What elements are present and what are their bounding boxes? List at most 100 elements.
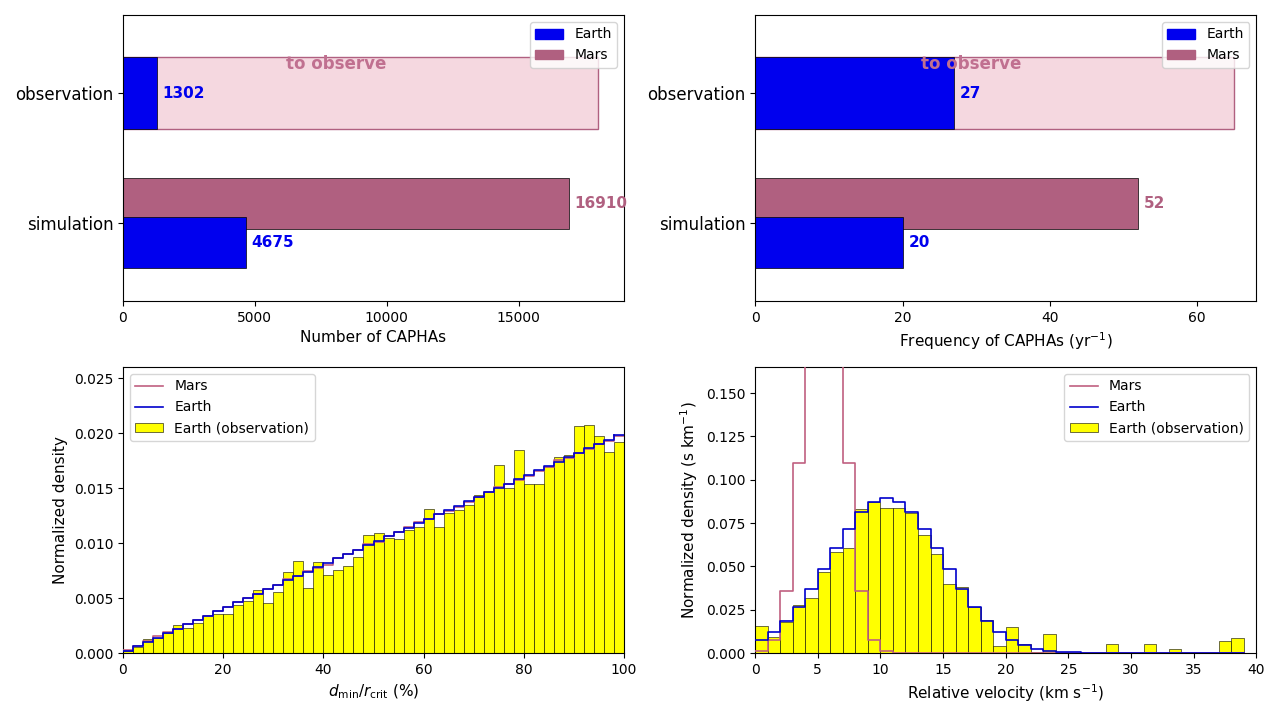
Earth xyxy=(155,629,170,638)
X-axis label: Relative velocity (km s$^{-1}$): Relative velocity (km s$^{-1}$) xyxy=(908,682,1105,704)
Bar xyxy=(1231,638,1244,653)
Bar xyxy=(123,178,568,229)
Mars xyxy=(1187,649,1202,657)
Mars xyxy=(225,597,241,606)
Mars xyxy=(566,449,581,457)
Line: Mars: Mars xyxy=(755,192,1244,653)
Bar xyxy=(243,601,253,653)
Earth xyxy=(325,554,340,563)
Earth xyxy=(175,620,191,628)
Bar xyxy=(755,626,768,653)
Bar xyxy=(123,58,157,129)
Earth xyxy=(910,524,925,533)
Earth xyxy=(1236,649,1252,657)
Bar xyxy=(413,527,424,653)
Mars xyxy=(1048,649,1064,657)
Y-axis label: Normalized density: Normalized density xyxy=(54,436,68,584)
Mars xyxy=(1061,649,1076,657)
Mars xyxy=(576,445,591,454)
Earth xyxy=(165,625,180,633)
Bar xyxy=(123,217,246,267)
X-axis label: Frequency of CAPHAs (yr$^{-1}$): Frequency of CAPHAs (yr$^{-1}$) xyxy=(899,330,1112,352)
Mars xyxy=(125,642,141,651)
Mars xyxy=(897,649,913,657)
Legend: Mars, Earth, Earth (observation): Mars, Earth, Earth (observation) xyxy=(1065,374,1249,441)
Mars xyxy=(445,503,461,511)
Bar xyxy=(968,608,980,653)
Earth xyxy=(897,508,913,517)
Bar xyxy=(855,509,868,653)
Earth xyxy=(547,457,562,466)
Bar xyxy=(163,633,173,653)
Bar xyxy=(424,509,434,653)
Bar xyxy=(573,426,584,653)
Mars xyxy=(266,580,282,589)
Bar xyxy=(384,538,393,653)
Bar xyxy=(123,651,133,653)
Bar xyxy=(193,623,204,653)
Earth xyxy=(506,475,521,483)
Earth xyxy=(586,440,602,449)
Mars xyxy=(596,436,612,445)
Mars xyxy=(607,431,622,440)
Text: 27: 27 xyxy=(960,86,982,101)
Earth xyxy=(607,431,622,439)
Mars xyxy=(1224,649,1239,657)
Mars xyxy=(847,586,863,595)
Bar xyxy=(123,58,598,129)
Mars xyxy=(785,459,800,468)
Bar xyxy=(333,569,343,653)
Mars xyxy=(285,572,301,580)
Mars xyxy=(998,649,1014,657)
Earth xyxy=(406,519,421,528)
Earth xyxy=(246,590,261,598)
Earth xyxy=(206,607,221,615)
Bar xyxy=(474,495,484,653)
Mars xyxy=(155,628,170,636)
Earth xyxy=(356,541,371,549)
Mars xyxy=(1098,649,1114,657)
Bar xyxy=(524,485,534,653)
Mars xyxy=(1073,649,1088,657)
Mars xyxy=(486,483,502,492)
Bar xyxy=(374,533,384,653)
Bar xyxy=(931,554,943,653)
Bar xyxy=(918,535,931,653)
Mars xyxy=(936,649,951,657)
Bar xyxy=(781,622,792,653)
Earth xyxy=(973,617,988,626)
Bar xyxy=(204,615,214,653)
Mars xyxy=(115,646,131,654)
Earth xyxy=(847,508,863,517)
Earth xyxy=(426,510,442,518)
Mars xyxy=(1198,649,1213,657)
Bar xyxy=(594,436,604,653)
Earth xyxy=(1161,649,1176,657)
Earth xyxy=(476,488,492,497)
Bar xyxy=(403,530,413,653)
Mars xyxy=(516,472,531,480)
Bar xyxy=(484,492,494,653)
Mars xyxy=(385,528,401,536)
Earth xyxy=(835,524,850,533)
Earth xyxy=(785,603,800,611)
Mars xyxy=(797,280,813,288)
X-axis label: Number of CAPHAs: Number of CAPHAs xyxy=(301,330,447,345)
Earth xyxy=(1211,649,1226,657)
Earth xyxy=(1198,649,1213,657)
Bar xyxy=(214,613,223,653)
Bar xyxy=(905,513,918,653)
Earth xyxy=(860,498,876,506)
Bar xyxy=(444,513,453,653)
Earth xyxy=(1036,646,1051,655)
Bar xyxy=(831,552,842,653)
Mars xyxy=(196,611,211,620)
Earth xyxy=(186,615,201,624)
Mars xyxy=(536,463,552,472)
Earth xyxy=(306,563,321,572)
Mars xyxy=(206,607,221,615)
Bar xyxy=(264,603,274,653)
Earth xyxy=(986,628,1001,636)
Earth xyxy=(1098,649,1114,657)
Earth xyxy=(1061,648,1076,656)
